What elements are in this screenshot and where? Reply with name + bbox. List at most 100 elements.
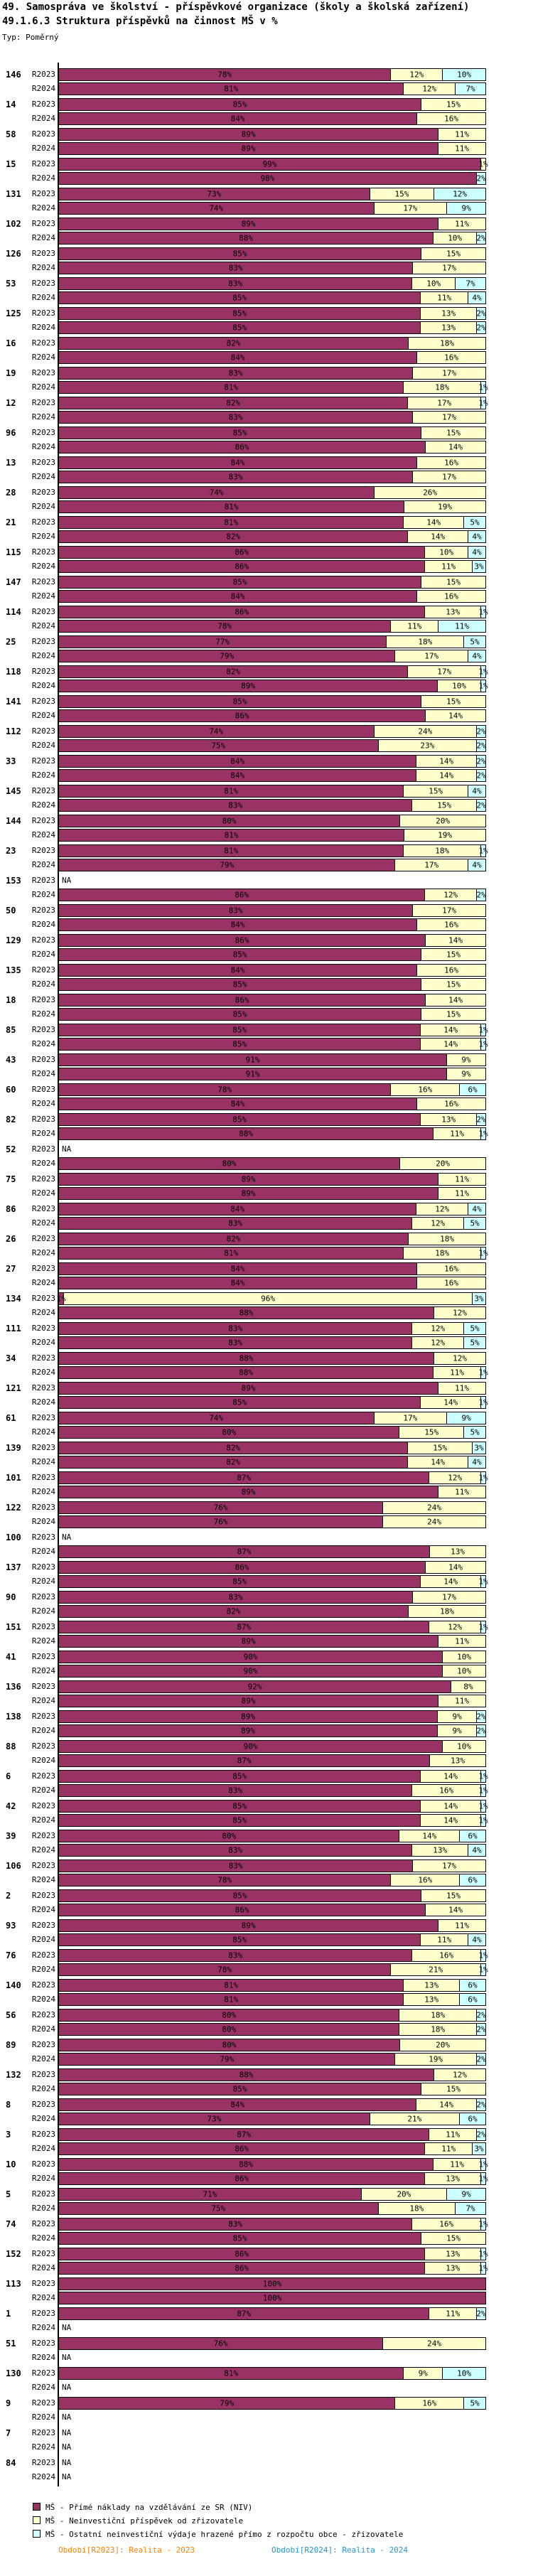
stacked-bar: 88% 12% xyxy=(58,1352,486,1365)
bar-segment-prime: 78% xyxy=(59,69,392,80)
segment-value-label: 85% xyxy=(232,1025,247,1035)
bar-row: 138 R2023 89% 9% 2% xyxy=(0,1710,533,1723)
year-label: R2024 xyxy=(31,800,55,810)
bar-row: 122 R2023 76% 24% xyxy=(0,1501,533,1514)
segment-value-label: 89% xyxy=(241,1174,256,1184)
year-label: R2024 xyxy=(31,2144,55,2153)
year-label: R2023 xyxy=(31,1144,55,1154)
legend-item-prispevek: MŠ - Neinvestiční příspěvek od zřizovate… xyxy=(33,2513,403,2526)
year-label: R2023 xyxy=(31,129,55,139)
year-label: R2023 xyxy=(31,2100,55,2109)
year-label: R2024 xyxy=(31,1457,55,1466)
bar-row: R2024 NA xyxy=(0,2322,533,2334)
stacked-bar: 87% 11% 2% xyxy=(58,2128,486,2141)
stacked-bar: 89% 11% xyxy=(58,1635,486,1648)
bar-row: R2024 87% 13% xyxy=(0,1754,533,1767)
segment-value-label: 1% xyxy=(478,1039,488,1049)
stacked-bar: 83% 17% xyxy=(58,471,486,483)
bar-segment-ostatni: 6% xyxy=(460,1980,485,1991)
bar-row: R2024 80% 20% xyxy=(0,1157,533,1170)
bar-segment-prime: 84% xyxy=(59,756,417,767)
bar-segment-prispevek: 16% xyxy=(417,591,485,602)
segment-value-label: 79% xyxy=(220,2054,235,2064)
bar-row: R2024 84% 16% xyxy=(0,590,533,603)
segment-value-label: 14% xyxy=(443,1815,458,1825)
stacked-bar: 75% 23% 2% xyxy=(58,739,486,752)
year-label: R2023 xyxy=(31,1413,55,1422)
year-label: R2024 xyxy=(31,382,55,392)
year-label: R2023 xyxy=(31,1324,55,1333)
stacked-bar: 84% 14% 2% xyxy=(58,769,486,782)
segment-value-label: 85% xyxy=(232,2084,247,2094)
group-number-label: 26 xyxy=(6,1234,16,1244)
segment-value-label: 16% xyxy=(444,1278,459,1288)
bar-segment-ostatni: 3% xyxy=(473,561,485,572)
bar-segment-prispevek: 16% xyxy=(417,457,485,468)
bar-segment-ostatni: 2% xyxy=(476,740,486,751)
bar-segment-prispevek: 15% xyxy=(408,1442,473,1454)
stacked-bar: 82% 14% 4% xyxy=(58,530,486,543)
segment-value-label: 73% xyxy=(207,189,222,199)
bar-row: R2024 84% 16% xyxy=(0,1277,533,1289)
bar-segment-prime: 86% xyxy=(59,547,426,558)
bar-segment-prime: 81% xyxy=(59,785,404,797)
stacked-bar: 83% 15% 2% xyxy=(58,799,486,812)
group-number-label: 5 xyxy=(6,2189,11,2199)
legend-swatch-prime-icon xyxy=(33,2503,41,2511)
segment-value-label: 2% xyxy=(476,2054,486,2064)
group-number-label: 93 xyxy=(6,1921,16,1931)
bar-row: 88 R2023 90% 10% xyxy=(0,1740,533,1753)
segment-value-label: 85% xyxy=(232,1771,247,1781)
segment-value-label: 14% xyxy=(439,756,454,766)
stacked-bar: 79% 17% 4% xyxy=(58,859,486,871)
na-label: NA xyxy=(62,2323,72,2332)
segment-value-label: 81% xyxy=(224,1995,239,2005)
bar-group: 113 R2023 100% R2024 100% xyxy=(0,2277,533,2304)
year-label: R2023 xyxy=(31,70,55,79)
bar-group: 13 R2023 84% 16% R2024 83% 17% xyxy=(0,456,533,483)
segment-value-label: 92% xyxy=(247,1682,262,1692)
group-number-label: 111 xyxy=(6,1324,21,1333)
bar-group: 33 R2023 84% 14% 2% R2024 84% 14% 2% xyxy=(0,755,533,782)
bar-segment-ostatni: 6% xyxy=(460,1830,485,1842)
bar-segment-prispevek: 10% xyxy=(443,1651,485,1663)
year-label: R2024 xyxy=(31,1278,55,1287)
stacked-bar: 83% 16% 1% xyxy=(58,1784,488,1797)
bar-segment-prime: 85% xyxy=(59,1114,421,1125)
segment-value-label: 89% xyxy=(241,144,256,154)
group-number-label: 8 xyxy=(6,2100,11,2110)
bar-segment-ostatni: 1% xyxy=(478,2159,488,2170)
bar-segment-ostatni: 7% xyxy=(456,2203,485,2214)
segment-value-label: 84% xyxy=(230,591,245,601)
bar-row: 140 R2023 81% 13% 6% xyxy=(0,1979,533,1992)
bar-row: 19 R2023 83% 17% xyxy=(0,367,533,380)
year-label: R2024 xyxy=(31,711,55,720)
year-label: R2024 xyxy=(31,1248,55,1257)
bar-segment-prispevek: 13% xyxy=(425,2173,482,2184)
group-number-label: 6 xyxy=(6,1771,11,1781)
bar-group: 14 R2023 85% 15% R2024 84% 16% xyxy=(0,98,533,125)
stacked-bar: 85% 15% xyxy=(58,948,486,961)
bar-segment-prime: 85% xyxy=(59,1576,421,1587)
year-label: R2024 xyxy=(31,1845,55,1855)
bar-segment-prime: 75% xyxy=(59,740,379,751)
segment-value-label: 2% xyxy=(476,233,486,243)
bar-segment-prime: 85% xyxy=(59,1771,421,1782)
year-label: R2024 xyxy=(31,2293,55,2302)
group-number-label: 112 xyxy=(6,726,21,736)
segment-value-label: 74% xyxy=(209,488,224,498)
bar-segment-prime: 91% xyxy=(59,1054,448,1066)
segment-value-label: 8% xyxy=(463,1682,473,1692)
year-label: R2024 xyxy=(31,263,55,272)
segment-value-label: 11% xyxy=(455,1188,469,1198)
segment-value-label: 13% xyxy=(446,2174,461,2184)
bar-segment-prispevek: 15% xyxy=(421,576,485,588)
bar-segment-prime: 87% xyxy=(59,1546,431,1557)
bar-segment-prispevek: 14% xyxy=(404,517,465,528)
bar-segment-prime: 89% xyxy=(59,1174,439,1185)
bar-row: 13 R2023 84% 16% xyxy=(0,456,533,469)
segment-value-label: 1% xyxy=(478,1248,488,1258)
bar-segment-ostatni: 4% xyxy=(468,547,485,558)
year-label: R2023 xyxy=(31,756,55,766)
bar-group: 43 R2023 91% 9% R2024 91% 9% xyxy=(0,1053,533,1080)
